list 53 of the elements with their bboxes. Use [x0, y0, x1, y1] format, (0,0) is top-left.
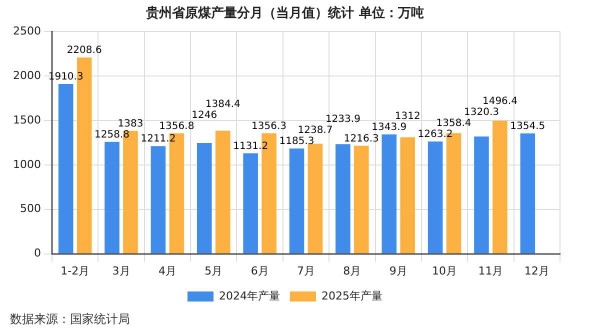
x-tick-label: 11月 — [478, 264, 504, 278]
bar — [243, 153, 258, 254]
data-label: 1358.4 — [436, 118, 472, 130]
bar — [308, 144, 323, 254]
data-label: 1246 — [192, 110, 218, 121]
bar — [58, 84, 74, 254]
x-tick-label: 1-2月 — [60, 264, 90, 278]
y-tick-label: 2500 — [12, 24, 41, 38]
data-label: 1356.8 — [159, 120, 194, 132]
data-label: 1384.4 — [205, 98, 240, 110]
data-label: 1185.3 — [279, 136, 314, 148]
data-label: 1383 — [118, 118, 144, 130]
data-label: 1356.3 — [252, 120, 287, 132]
x-tick-label: 12月 — [524, 264, 550, 278]
x-tick-label: 7月 — [296, 264, 315, 278]
bar — [150, 146, 166, 254]
bar — [400, 137, 415, 254]
data-label: 1320.3 — [464, 107, 499, 118]
bar — [428, 142, 443, 254]
x-tick-label: 10月 — [432, 264, 458, 278]
y-tick-label: 0 — [34, 246, 41, 260]
bar — [104, 142, 120, 254]
y-tick-label: 500 — [20, 202, 41, 216]
bar — [382, 134, 397, 254]
bar — [197, 143, 212, 254]
bar — [492, 120, 508, 254]
bar — [474, 136, 489, 254]
source-note: 数据来源：国家统计局 — [10, 312, 130, 326]
bar — [336, 144, 350, 254]
y-tick-label: 1500 — [12, 113, 41, 126]
y-tick-label: 1000 — [12, 158, 41, 171]
data-label: 1312 — [394, 110, 420, 122]
x-tick-label: 6月 — [250, 264, 269, 278]
bar — [215, 130, 230, 254]
x-tick-label: 8月 — [343, 264, 362, 278]
x-tick-label: 3月 — [112, 264, 130, 278]
data-label: 1233.9 — [325, 114, 360, 126]
bar — [289, 148, 304, 254]
legend-label: 2025年产量 — [322, 289, 382, 302]
data-label: 1238.7 — [298, 125, 333, 136]
legend-label: 2024年产量 — [219, 289, 280, 302]
data-label: 1496.4 — [482, 96, 518, 108]
data-label: 1354.5 — [510, 121, 546, 132]
x-tick-label: 9月 — [389, 264, 408, 278]
data-label: 1343.9 — [372, 122, 407, 133]
data-label: 1216.3 — [344, 133, 379, 144]
data-label: 2208.6 — [66, 45, 102, 56]
x-tick-label: 4月 — [158, 264, 176, 278]
chart-title: 贵州省原煤产量分月（当月值）统计 单位：万吨 — [145, 5, 424, 22]
x-tick-label: 5月 — [204, 264, 223, 278]
y-tick-label: 2000 — [12, 68, 41, 82]
bar — [520, 133, 536, 254]
bar — [354, 146, 369, 254]
